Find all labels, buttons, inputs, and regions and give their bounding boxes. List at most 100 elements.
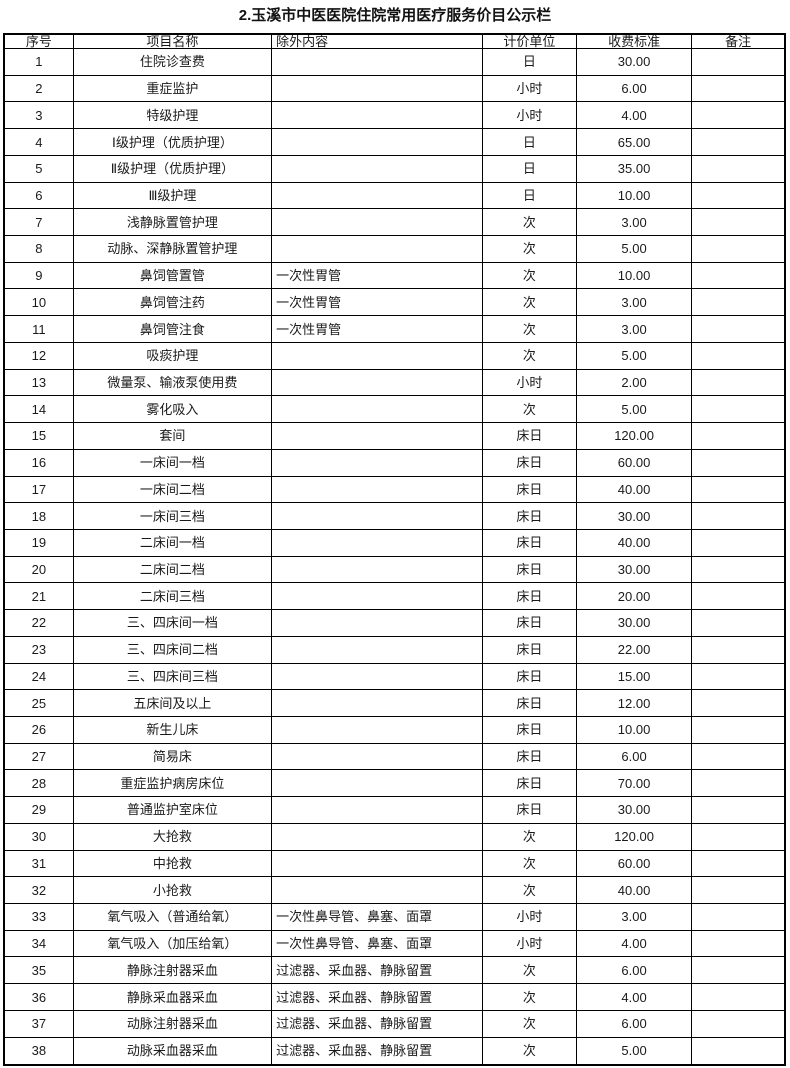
cell-name: 新生儿床	[72, 715, 273, 744]
table-row: 5 Ⅱ级护理（优质护理） 日 35.00	[3, 154, 786, 183]
cell-no: 30	[3, 822, 74, 851]
cell-note	[691, 235, 786, 263]
cell-unit: 小时	[481, 368, 577, 397]
cell-unit: 次	[481, 315, 577, 343]
cell-note	[691, 1009, 786, 1038]
cell-price: 4.00	[575, 983, 693, 1011]
cell-unit: 日	[481, 48, 577, 76]
cell-note	[691, 609, 786, 637]
table-body: 1 住院诊查费日 30.00 2 重症监护 小时 6.00 3 特级护理 小时 4.00 4 Ⅰ级护理（…	[3, 48, 786, 1066]
cell-note	[691, 181, 786, 210]
table-row: 4 Ⅰ级护理（优质护理） 日 65.00	[3, 128, 786, 156]
cell-unit: 日	[481, 128, 577, 156]
cell-price: 5.00	[575, 341, 693, 370]
table-row: 32 小抢救 次 40.00	[3, 876, 786, 904]
cell-name: 氧气吸入（普通给氧）	[72, 903, 273, 931]
cell-no: 31	[3, 849, 74, 878]
cell-name: 小抢救	[72, 876, 273, 904]
cell-name: 吸痰护理	[72, 341, 273, 370]
cell-note	[691, 822, 786, 851]
cell-exclusion	[271, 822, 483, 851]
column-header-price: 收费标准	[575, 33, 693, 49]
cell-unit: 日	[481, 181, 577, 210]
cell-price: 40.00	[575, 475, 693, 504]
cell-note	[691, 1036, 786, 1066]
cell-exclusion	[271, 582, 483, 611]
table-row: 22 三、四床间一档 床日 30.00	[3, 609, 786, 637]
cell-note	[691, 689, 786, 717]
cell-no: 13	[3, 368, 74, 397]
cell-no: 1	[3, 48, 74, 76]
cell-name: 三、四床间二档	[72, 635, 273, 664]
cell-name: 重症监护病房床位	[72, 769, 273, 798]
cell-name: 三、四床间三档	[72, 662, 273, 691]
page-title: 2.玉溪市中医医院住院常用医疗服务价目公示栏	[238, 7, 552, 24]
cell-no: 38	[3, 1036, 74, 1066]
cell-name: 鼻饲管注食	[72, 315, 273, 343]
cell-note	[691, 341, 786, 370]
cell-price: 40.00	[575, 528, 693, 557]
cell-note	[691, 261, 786, 290]
table-row: 27 简易床 床日 6.00	[3, 742, 786, 771]
cell-exclusion	[271, 395, 483, 424]
cell-no: 16	[3, 448, 74, 477]
cell-note	[691, 956, 786, 985]
cell-no: 28	[3, 769, 74, 798]
cell-note	[691, 715, 786, 744]
cell-exclusion: 过滤器、采血器、静脉留置	[271, 1036, 483, 1066]
table-row: 25 五床间及以上 床日 12.00	[3, 689, 786, 717]
table-row: 29 普通监护室床位 床日 30.00	[3, 796, 786, 824]
cell-exclusion	[271, 368, 483, 397]
table-row: 28 重症监护病房床位 床日 70.00	[3, 769, 786, 798]
cell-exclusion	[271, 48, 483, 76]
cell-unit: 小时	[481, 903, 577, 931]
cell-name: 一床间一档	[72, 448, 273, 477]
column-header-note: 备注	[691, 33, 786, 49]
cell-price: 30.00	[575, 796, 693, 824]
cell-no: 18	[3, 502, 74, 530]
cell-no: 5	[3, 154, 74, 183]
cell-unit: 次	[481, 849, 577, 878]
table-row: 13 微量泵、输液泵使用费 小时 2.00	[3, 368, 786, 397]
cell-no: 23	[3, 635, 74, 664]
cell-unit: 次	[481, 956, 577, 985]
cell-name: 二床间三档	[72, 582, 273, 611]
cell-price: 5.00	[575, 235, 693, 263]
cell-no: 4	[3, 128, 74, 156]
cell-price: 30.00	[575, 555, 693, 584]
cell-note	[691, 74, 786, 103]
cell-note	[691, 983, 786, 1011]
cell-no: 34	[3, 929, 74, 958]
cell-no: 14	[3, 395, 74, 424]
cell-exclusion	[271, 609, 483, 637]
cell-note	[691, 635, 786, 664]
cell-no: 36	[3, 983, 74, 1011]
cell-name: 普通监护室床位	[72, 796, 273, 824]
table-row: 10 鼻饲管注药 一次性胃管次 3.00	[3, 288, 786, 317]
cell-unit: 床日	[481, 528, 577, 557]
table-row: 15 套间 床日 120.00	[3, 422, 786, 450]
cell-price: 120.00	[575, 422, 693, 450]
cell-no: 35	[3, 956, 74, 985]
cell-exclusion	[271, 341, 483, 370]
cell-price: 10.00	[575, 181, 693, 210]
cell-no: 26	[3, 715, 74, 744]
cell-note	[691, 903, 786, 931]
cell-unit: 次	[481, 288, 577, 317]
cell-name: 鼻饲管注药	[72, 288, 273, 317]
cell-no: 21	[3, 582, 74, 611]
cell-no: 8	[3, 235, 74, 263]
column-header-name: 项目名称	[72, 33, 273, 49]
cell-unit: 小时	[481, 101, 577, 130]
cell-exclusion	[271, 769, 483, 798]
cell-name: 微量泵、输液泵使用费	[72, 368, 273, 397]
table-row: 34 氧气吸入（加压给氧） 一次性鼻导管、鼻塞、面罩 小时 4.00	[3, 929, 786, 958]
cell-exclusion	[271, 876, 483, 904]
cell-unit: 次	[481, 235, 577, 263]
cell-price: 35.00	[575, 154, 693, 183]
cell-price: 30.00	[575, 609, 693, 637]
table-row: 12 吸痰护理 次 5.00	[3, 341, 786, 370]
cell-note	[691, 528, 786, 557]
table-row: 21 二床间三档 床日 20.00	[3, 582, 786, 611]
table-header: 序号 项目名称 除外内容 计价单位 收费标准 备注	[3, 33, 786, 49]
